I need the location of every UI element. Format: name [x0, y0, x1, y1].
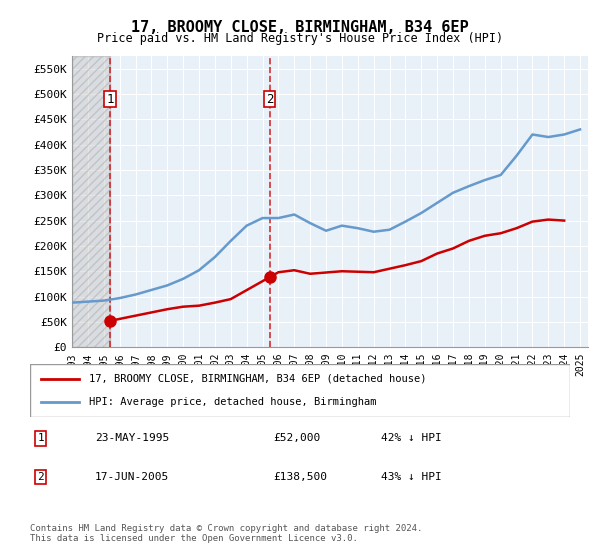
Text: 1: 1 — [106, 92, 113, 105]
Text: £138,500: £138,500 — [273, 472, 327, 482]
Text: HPI: Average price, detached house, Birmingham: HPI: Average price, detached house, Birm… — [89, 397, 377, 407]
Text: 17-JUN-2005: 17-JUN-2005 — [95, 472, 169, 482]
Text: 42% ↓ HPI: 42% ↓ HPI — [381, 433, 442, 444]
Text: 17, BROOMY CLOSE, BIRMINGHAM, B34 6EP: 17, BROOMY CLOSE, BIRMINGHAM, B34 6EP — [131, 20, 469, 35]
FancyBboxPatch shape — [30, 364, 570, 417]
Text: 2: 2 — [266, 92, 274, 105]
Text: 2: 2 — [37, 472, 44, 482]
Text: Price paid vs. HM Land Registry's House Price Index (HPI): Price paid vs. HM Land Registry's House … — [97, 32, 503, 45]
Text: £52,000: £52,000 — [273, 433, 320, 444]
Text: Contains HM Land Registry data © Crown copyright and database right 2024.
This d: Contains HM Land Registry data © Crown c… — [30, 524, 422, 543]
Text: 17, BROOMY CLOSE, BIRMINGHAM, B34 6EP (detached house): 17, BROOMY CLOSE, BIRMINGHAM, B34 6EP (d… — [89, 374, 427, 384]
Bar — [72, 56, 110, 347]
Text: 23-MAY-1995: 23-MAY-1995 — [95, 433, 169, 444]
Text: 43% ↓ HPI: 43% ↓ HPI — [381, 472, 442, 482]
Text: 1: 1 — [37, 433, 44, 444]
